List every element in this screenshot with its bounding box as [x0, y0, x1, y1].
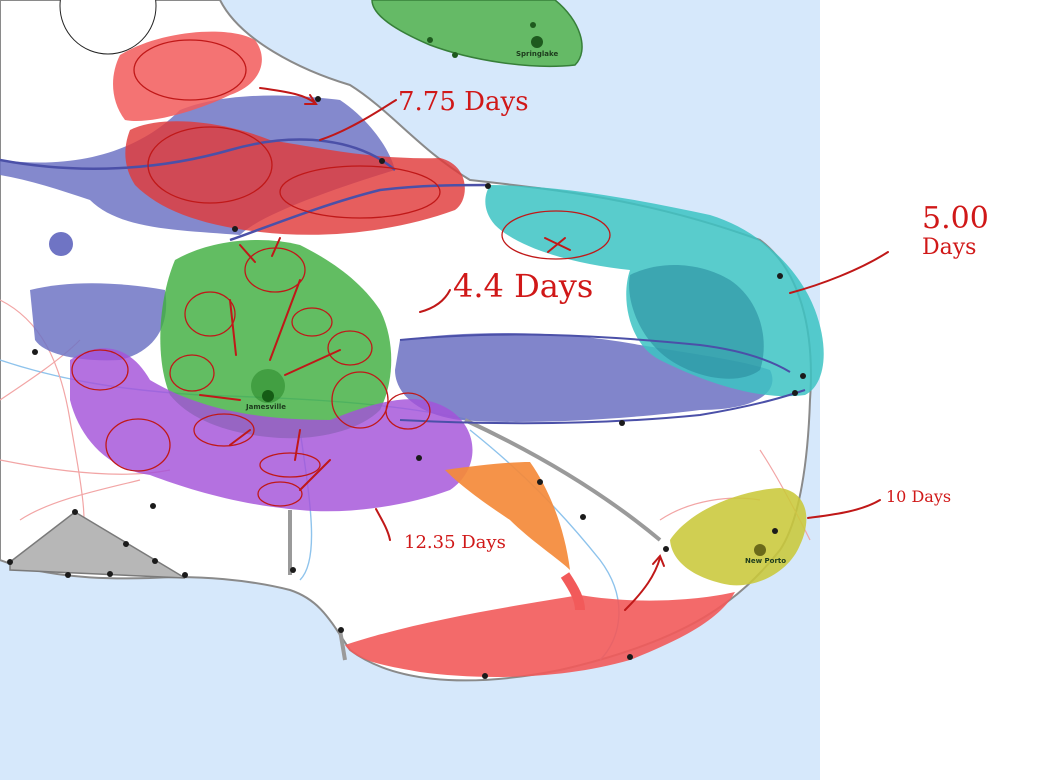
new-porto-node	[754, 544, 766, 556]
gray-region	[9, 511, 186, 579]
yellow-zone-new-porto	[670, 488, 807, 586]
annotation-southeast: 10 Days	[886, 487, 951, 506]
page-margin	[820, 0, 1044, 780]
road-pink-2	[19, 479, 141, 521]
springlake-region	[371, 0, 583, 68]
springlake-node-small	[427, 37, 433, 43]
annotation-strokes	[199, 87, 889, 611]
orange-zone	[445, 462, 570, 570]
annotation-east-line2: Days	[922, 235, 976, 260]
blue-zone-west	[30, 283, 167, 361]
town-label-springlake: Springlake	[516, 50, 558, 58]
annotation-circles	[71, 39, 611, 507]
springlake-node-small-3	[530, 22, 536, 28]
annotation-north: 7.75 Days	[398, 87, 529, 117]
red-zone-north-2	[125, 121, 465, 235]
annotation-central: 4.4 Days	[453, 267, 593, 305]
purple-zone	[70, 348, 473, 512]
road-blue-2	[229, 183, 491, 242]
springlake-node-small-2	[452, 52, 458, 58]
red-spur-south	[560, 572, 585, 611]
annotation-east-line1: 5.00	[922, 201, 989, 236]
red-zone-south-coast	[345, 592, 735, 677]
annotation-south: 12.35 Days	[404, 532, 506, 553]
jamesville-hub-ring	[251, 369, 285, 403]
springlake-node	[531, 36, 543, 48]
green-zone-jamesville	[160, 240, 392, 439]
road-blue-3	[399, 333, 791, 373]
road-blue-1	[0, 138, 396, 171]
blue-lake-dot	[49, 232, 73, 256]
town-label-new-porto: New Porto	[745, 557, 786, 565]
road-gray-main-3	[338, 629, 347, 661]
red-zone-north-1	[113, 31, 262, 121]
circle-outline	[59, 0, 157, 55]
road-nodes	[7, 96, 806, 679]
jamesville-node	[262, 390, 274, 402]
town-label-jamesville: Jamesville	[245, 403, 286, 411]
road-blue-4	[399, 389, 806, 425]
road-gray-main-1	[464, 418, 662, 542]
